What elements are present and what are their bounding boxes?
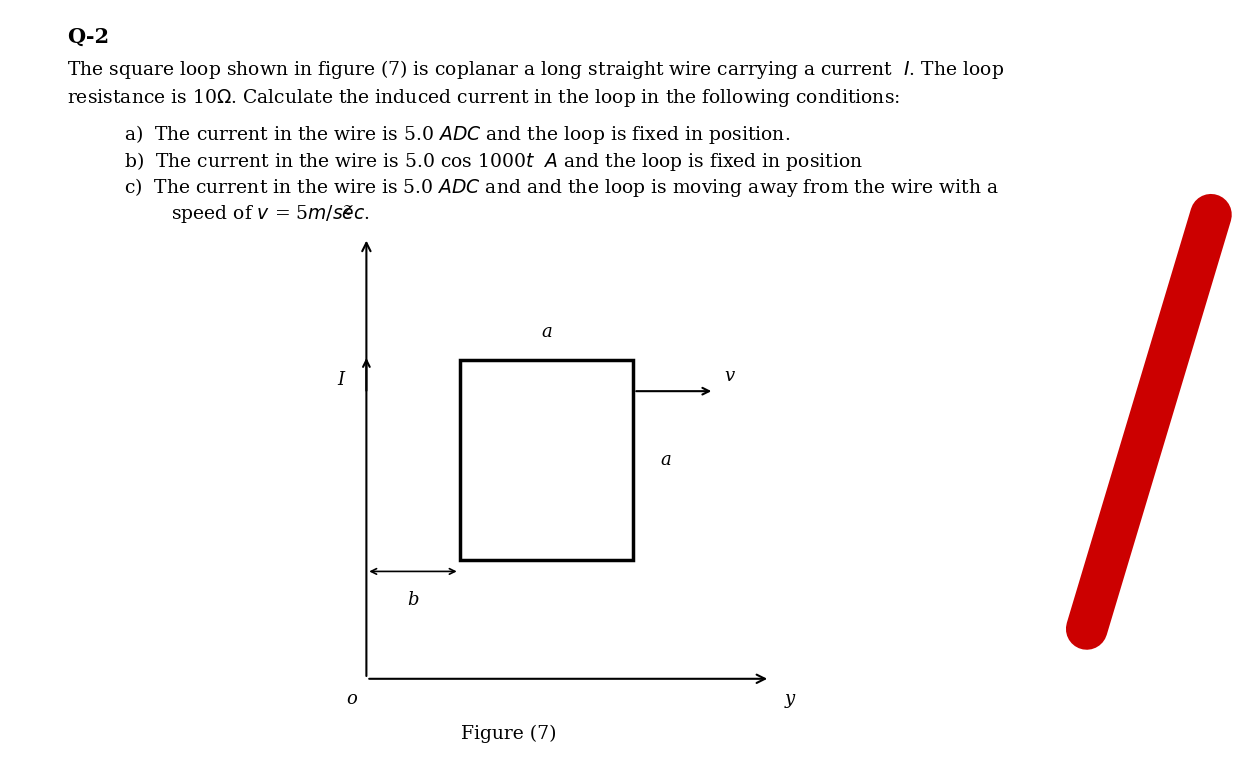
Text: speed of $v$ = 5$m/sec$.: speed of $v$ = 5$m/sec$. (171, 203, 370, 225)
Text: b: b (407, 591, 419, 608)
Text: a: a (661, 451, 672, 469)
Text: I: I (337, 370, 344, 389)
Text: Figure (7): Figure (7) (462, 725, 556, 743)
Text: v: v (724, 367, 734, 385)
Text: a)  The current in the wire is 5.0 $ADC$ and the loop is fixed in position.: a) The current in the wire is 5.0 $ADC$ … (124, 123, 790, 146)
Bar (460, 360, 633, 560)
Text: Q-2: Q-2 (67, 27, 109, 47)
Text: c)  The current in the wire is 5.0 $ADC$ and and the loop is moving away from th: c) The current in the wire is 5.0 $ADC$ … (124, 176, 999, 199)
Text: The square loop shown in figure (7) is coplanar a long straight wire carrying a : The square loop shown in figure (7) is c… (67, 58, 1004, 81)
Text: z: z (342, 201, 351, 219)
Text: y: y (785, 690, 795, 708)
Text: b)  The current in the wire is 5.0 cos 1000$t$  $A$ and the loop is fixed in pos: b) The current in the wire is 5.0 cos 10… (124, 150, 863, 173)
Text: o: o (347, 690, 356, 708)
Text: a: a (542, 324, 551, 341)
Text: resistance is 10$\Omega$. Calculate the induced current in the loop in the follo: resistance is 10$\Omega$. Calculate the … (67, 87, 900, 109)
